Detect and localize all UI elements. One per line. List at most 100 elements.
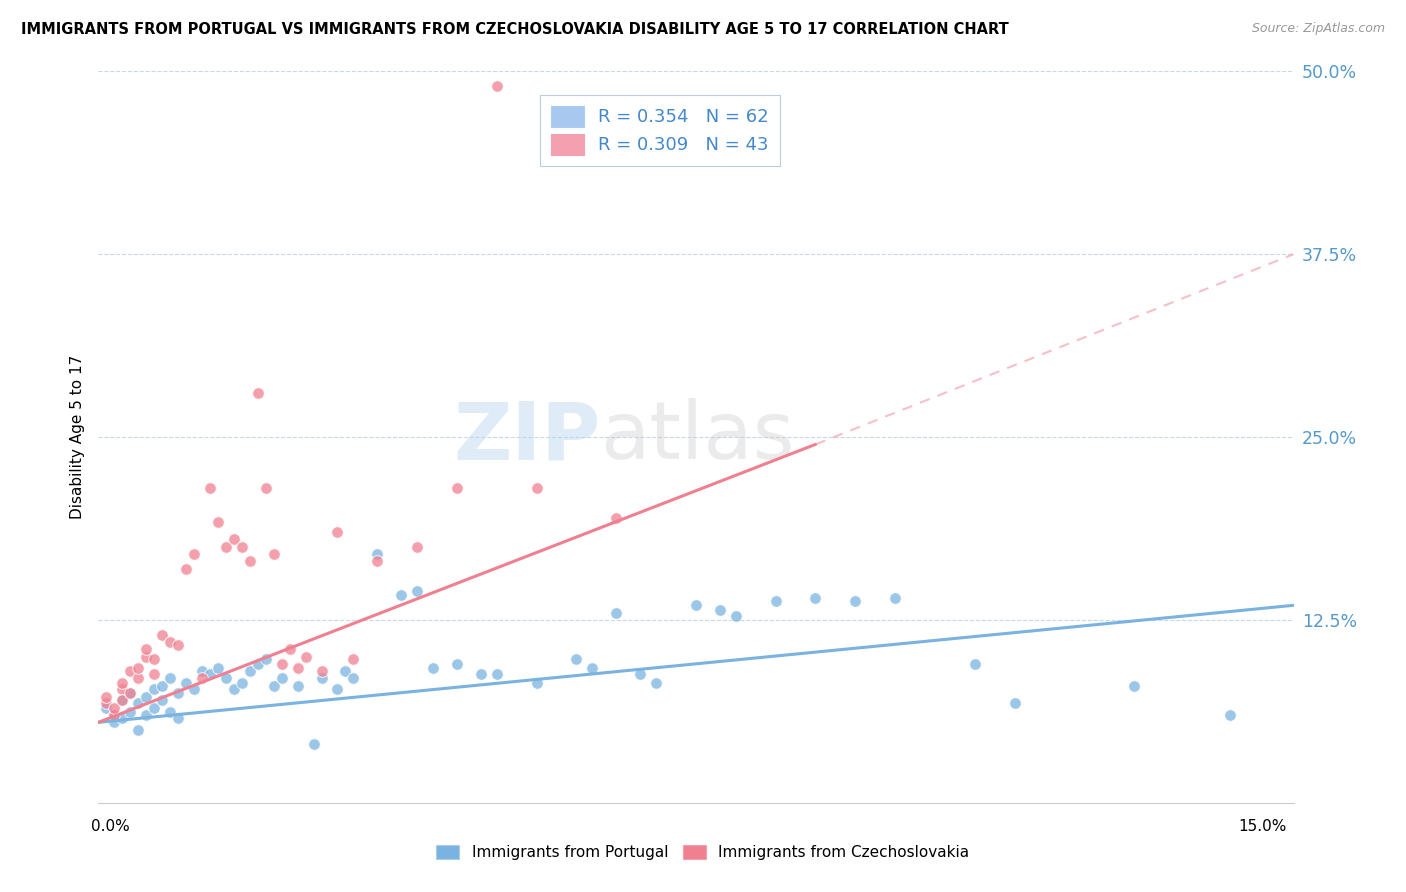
- Point: [963, 657, 986, 671]
- Point: [302, 737, 325, 751]
- Point: [222, 681, 245, 696]
- Point: [446, 657, 468, 671]
- Point: [150, 627, 173, 641]
- Point: [174, 562, 197, 576]
- Point: [103, 708, 125, 723]
- Point: [103, 715, 125, 730]
- Point: [120, 664, 142, 678]
- Point: [239, 664, 262, 678]
- Point: [150, 679, 173, 693]
- Point: [844, 594, 866, 608]
- Point: [326, 681, 349, 696]
- Point: [406, 540, 429, 554]
- Point: [287, 679, 309, 693]
- Point: [1004, 696, 1026, 710]
- Point: [526, 481, 548, 495]
- Point: [111, 711, 134, 725]
- Text: 15.0%: 15.0%: [1239, 819, 1286, 834]
- Point: [159, 672, 181, 686]
- Point: [143, 667, 166, 681]
- Point: [167, 686, 190, 700]
- Point: [103, 700, 125, 714]
- Point: [311, 664, 333, 678]
- Point: [191, 664, 214, 678]
- Point: [167, 711, 190, 725]
- Point: [127, 672, 149, 686]
- Point: [311, 672, 333, 686]
- Point: [884, 591, 907, 605]
- Point: [605, 510, 627, 524]
- Point: [254, 481, 277, 495]
- Point: [159, 635, 181, 649]
- Point: [135, 642, 157, 657]
- Point: [605, 606, 627, 620]
- Point: [270, 657, 292, 671]
- Point: [120, 686, 142, 700]
- Point: [446, 481, 468, 495]
- Point: [526, 676, 548, 690]
- Y-axis label: Disability Age 5 to 17: Disability Age 5 to 17: [69, 355, 84, 519]
- Point: [581, 661, 603, 675]
- Point: [246, 657, 269, 671]
- Point: [326, 525, 349, 540]
- Text: 0.0%: 0.0%: [91, 819, 131, 834]
- Point: [246, 386, 269, 401]
- Text: Source: ZipAtlas.com: Source: ZipAtlas.com: [1251, 22, 1385, 36]
- Point: [207, 515, 229, 529]
- Point: [143, 700, 166, 714]
- Point: [389, 588, 412, 602]
- Point: [263, 547, 285, 561]
- Point: [366, 547, 388, 561]
- Legend: Immigrants from Portugal, Immigrants from Czechoslovakia: Immigrants from Portugal, Immigrants fro…: [430, 839, 976, 866]
- Point: [111, 693, 134, 707]
- Point: [804, 591, 827, 605]
- Point: [231, 676, 253, 690]
- Point: [215, 672, 238, 686]
- Point: [135, 649, 157, 664]
- Point: [254, 652, 277, 666]
- Point: [96, 700, 118, 714]
- Point: [96, 696, 118, 710]
- Point: [143, 681, 166, 696]
- Point: [565, 652, 588, 666]
- Point: [231, 540, 253, 554]
- Point: [406, 583, 429, 598]
- Point: [103, 708, 125, 723]
- Point: [215, 540, 238, 554]
- Point: [366, 554, 388, 568]
- Point: [287, 661, 309, 675]
- Point: [198, 667, 221, 681]
- Legend: R = 0.354   N = 62, R = 0.309   N = 43: R = 0.354 N = 62, R = 0.309 N = 43: [540, 95, 780, 166]
- Point: [167, 638, 190, 652]
- Point: [342, 652, 364, 666]
- Text: atlas: atlas: [600, 398, 794, 476]
- Point: [685, 599, 707, 613]
- Point: [120, 705, 142, 719]
- Text: IMMIGRANTS FROM PORTUGAL VS IMMIGRANTS FROM CZECHOSLOVAKIA DISABILITY AGE 5 TO 1: IMMIGRANTS FROM PORTUGAL VS IMMIGRANTS F…: [21, 22, 1010, 37]
- Point: [724, 608, 747, 623]
- Point: [159, 705, 181, 719]
- Point: [470, 667, 492, 681]
- Point: [422, 661, 444, 675]
- Point: [294, 649, 316, 664]
- Point: [485, 667, 508, 681]
- Point: [191, 672, 214, 686]
- Point: [207, 661, 229, 675]
- Point: [239, 554, 262, 568]
- Point: [150, 693, 173, 707]
- Point: [143, 652, 166, 666]
- Point: [335, 664, 357, 678]
- Point: [270, 672, 292, 686]
- Point: [135, 690, 157, 705]
- Point: [111, 676, 134, 690]
- Point: [263, 679, 285, 693]
- Point: [183, 681, 205, 696]
- Point: [709, 603, 731, 617]
- Point: [111, 693, 134, 707]
- Point: [183, 547, 205, 561]
- Point: [198, 481, 221, 495]
- Point: [127, 723, 149, 737]
- Point: [127, 696, 149, 710]
- Point: [120, 686, 142, 700]
- Point: [222, 533, 245, 547]
